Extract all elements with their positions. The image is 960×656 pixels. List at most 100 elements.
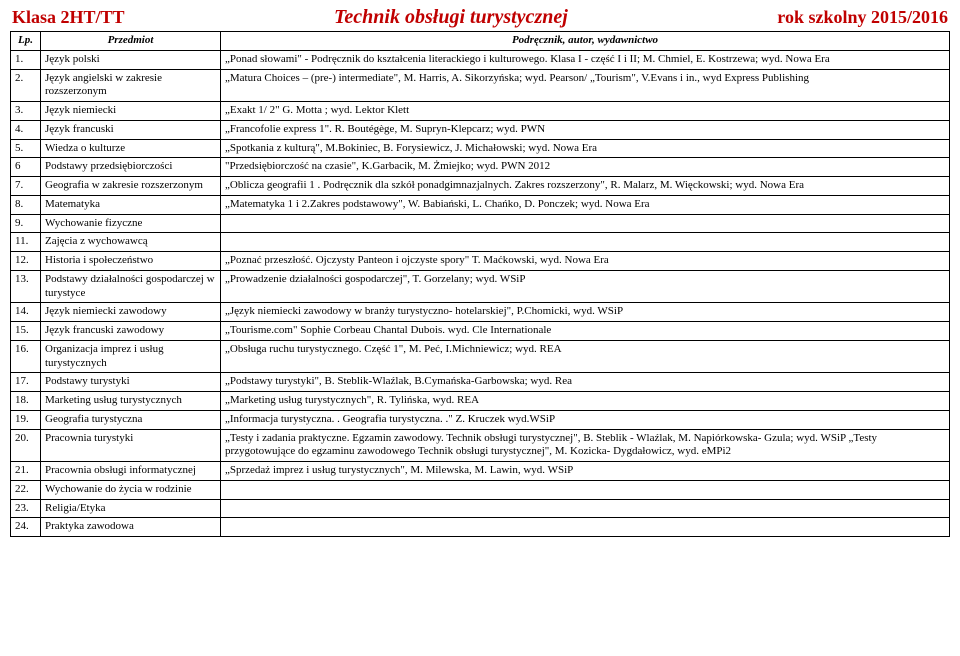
- table-row: 19.Geografia turystyczna„Informacja tury…: [11, 410, 950, 429]
- table-row: 12.Historia i społeczeństwo„Poznać przes…: [11, 252, 950, 271]
- cell-book: „Spotkania z kulturą", M.Bokiniec, B. Fo…: [221, 139, 950, 158]
- cell-book: „Oblicza geografii 1 . Podręcznik dla sz…: [221, 177, 950, 196]
- title-right: rok szkolny 2015/2016: [777, 7, 948, 28]
- cell-lp: 15.: [11, 322, 41, 341]
- title-left: Klasa 2HT/TT: [12, 7, 125, 28]
- cell-book: "Przedsiębiorczość na czasie", K.Garbaci…: [221, 158, 950, 177]
- cell-subject: Matematyka: [41, 195, 221, 214]
- table-row: 14.Język niemiecki zawodowy„Język niemie…: [11, 303, 950, 322]
- table-row: 2.Język angielski w zakresie rozszerzony…: [11, 69, 950, 102]
- cell-subject: Marketing usług turystycznych: [41, 392, 221, 411]
- table-row: 22.Wychowanie do życia w rodzinie: [11, 480, 950, 499]
- cell-lp: 17.: [11, 373, 41, 392]
- cell-lp: 2.: [11, 69, 41, 102]
- table-row: 3.Język niemiecki„Exakt 1/ 2" G. Motta ;…: [11, 102, 950, 121]
- cell-subject: Podstawy przedsiębiorczości: [41, 158, 221, 177]
- cell-subject: Język niemiecki: [41, 102, 221, 121]
- cell-subject: Język polski: [41, 50, 221, 69]
- table-row: 7.Geografia w zakresie rozszerzonym„Obli…: [11, 177, 950, 196]
- cell-subject: Podstawy turystyki: [41, 373, 221, 392]
- table-row: 16.Organizacja imprez i usług turystyczn…: [11, 340, 950, 373]
- cell-lp: 8.: [11, 195, 41, 214]
- cell-lp: 16.: [11, 340, 41, 373]
- table-row: 11.Zajęcia z wychowawcą: [11, 233, 950, 252]
- cell-book: „Język niemiecki zawodowy w branży turys…: [221, 303, 950, 322]
- cell-subject: Praktyka zawodowa: [41, 518, 221, 537]
- cell-lp: 19.: [11, 410, 41, 429]
- cell-lp: 1.: [11, 50, 41, 69]
- title-center: Technik obsługi turystycznej: [334, 6, 568, 29]
- table-row: 23.Religia/Etyka: [11, 499, 950, 518]
- cell-lp: 23.: [11, 499, 41, 518]
- cell-subject: Podstawy działalności gospodarczej w tur…: [41, 270, 221, 303]
- cell-subject: Wychowanie do życia w rodzinie: [41, 480, 221, 499]
- cell-lp: 24.: [11, 518, 41, 537]
- cell-book: „Informacja turystyczna. . Geografia tur…: [221, 410, 950, 429]
- header-book: Podręcznik, autor, wydawnictwo: [221, 32, 950, 51]
- cell-subject: Pracownia turystyki: [41, 429, 221, 462]
- cell-lp: 7.: [11, 177, 41, 196]
- cell-book: [221, 480, 950, 499]
- cell-subject: Wychowanie fizyczne: [41, 214, 221, 233]
- cell-lp: 9.: [11, 214, 41, 233]
- cell-lp: 18.: [11, 392, 41, 411]
- cell-lp: 20.: [11, 429, 41, 462]
- cell-book: „Matematyka 1 i 2.Zakres podstawowy", W.…: [221, 195, 950, 214]
- cell-subject: Geografia w zakresie rozszerzonym: [41, 177, 221, 196]
- cell-subject: Geografia turystyczna: [41, 410, 221, 429]
- table-row: 17.Podstawy turystyki„Podstawy turystyki…: [11, 373, 950, 392]
- cell-book: „Ponad słowami" - Podręcznik do kształce…: [221, 50, 950, 69]
- table-row: 24.Praktyka zawodowa: [11, 518, 950, 537]
- cell-book: „Matura Choices – (pre-) intermediate", …: [221, 69, 950, 102]
- cell-lp: 21.: [11, 462, 41, 481]
- cell-book: [221, 499, 950, 518]
- cell-lp: 5.: [11, 139, 41, 158]
- cell-subject: Język niemiecki zawodowy: [41, 303, 221, 322]
- table-row: 5.Wiedza o kulturze„Spotkania z kulturą"…: [11, 139, 950, 158]
- cell-subject: Zajęcia z wychowawcą: [41, 233, 221, 252]
- cell-subject: Pracownia obsługi informatycznej: [41, 462, 221, 481]
- table-row: 15.Język francuski zawodowy„Tourisme.com…: [11, 322, 950, 341]
- table-header-row: Lp. Przedmiot Podręcznik, autor, wydawni…: [11, 32, 950, 51]
- cell-lp: 4.: [11, 120, 41, 139]
- cell-subject: Język francuski: [41, 120, 221, 139]
- textbook-table: Lp. Przedmiot Podręcznik, autor, wydawni…: [10, 31, 950, 537]
- cell-lp: 13.: [11, 270, 41, 303]
- cell-book: „Testy i zadania praktyczne. Egzamin zaw…: [221, 429, 950, 462]
- header-subject: Przedmiot: [41, 32, 221, 51]
- cell-book: [221, 214, 950, 233]
- table-row: 6Podstawy przedsiębiorczości"Przedsiębio…: [11, 158, 950, 177]
- cell-book: „Podstawy turystyki", B. Steblik-Wlaźlak…: [221, 373, 950, 392]
- cell-subject: Język angielski w zakresie rozszerzonym: [41, 69, 221, 102]
- cell-lp: 6: [11, 158, 41, 177]
- cell-book: [221, 518, 950, 537]
- table-row: 1.Język polski„Ponad słowami" - Podręczn…: [11, 50, 950, 69]
- cell-subject: Religia/Etyka: [41, 499, 221, 518]
- table-row: 4.Język francuski„Francofolie express 1"…: [11, 120, 950, 139]
- cell-lp: 3.: [11, 102, 41, 121]
- table-row: 13.Podstawy działalności gospodarczej w …: [11, 270, 950, 303]
- header-lp: Lp.: [11, 32, 41, 51]
- cell-lp: 11.: [11, 233, 41, 252]
- cell-book: „Poznać przeszłość. Ojczysty Panteon i o…: [221, 252, 950, 271]
- table-row: 8.Matematyka„Matematyka 1 i 2.Zakres pod…: [11, 195, 950, 214]
- cell-book: „Prowadzenie działalności gospodarczej",…: [221, 270, 950, 303]
- table-body: 1.Język polski„Ponad słowami" - Podręczn…: [11, 50, 950, 536]
- cell-lp: 22.: [11, 480, 41, 499]
- cell-subject: Organizacja imprez i usług turystycznych: [41, 340, 221, 373]
- cell-subject: Historia i społeczeństwo: [41, 252, 221, 271]
- cell-book: „Marketing usług turystycznych", R. Tyli…: [221, 392, 950, 411]
- cell-book: „Tourisme.com" Sophie Corbeau Chantal Du…: [221, 322, 950, 341]
- table-row: 9.Wychowanie fizyczne: [11, 214, 950, 233]
- table-row: 21.Pracownia obsługi informatycznej„Sprz…: [11, 462, 950, 481]
- cell-book: „Francofolie express 1". R. Boutégège, M…: [221, 120, 950, 139]
- cell-subject: Wiedza o kulturze: [41, 139, 221, 158]
- table-row: 20.Pracownia turystyki„Testy i zadania p…: [11, 429, 950, 462]
- cell-book: „Sprzedaż imprez i usług turystycznych",…: [221, 462, 950, 481]
- cell-book: [221, 233, 950, 252]
- cell-lp: 12.: [11, 252, 41, 271]
- page-title-row: Klasa 2HT/TT Technik obsługi turystyczne…: [10, 6, 950, 31]
- cell-book: „Obsługa ruchu turystycznego. Część 1", …: [221, 340, 950, 373]
- cell-subject: Język francuski zawodowy: [41, 322, 221, 341]
- cell-lp: 14.: [11, 303, 41, 322]
